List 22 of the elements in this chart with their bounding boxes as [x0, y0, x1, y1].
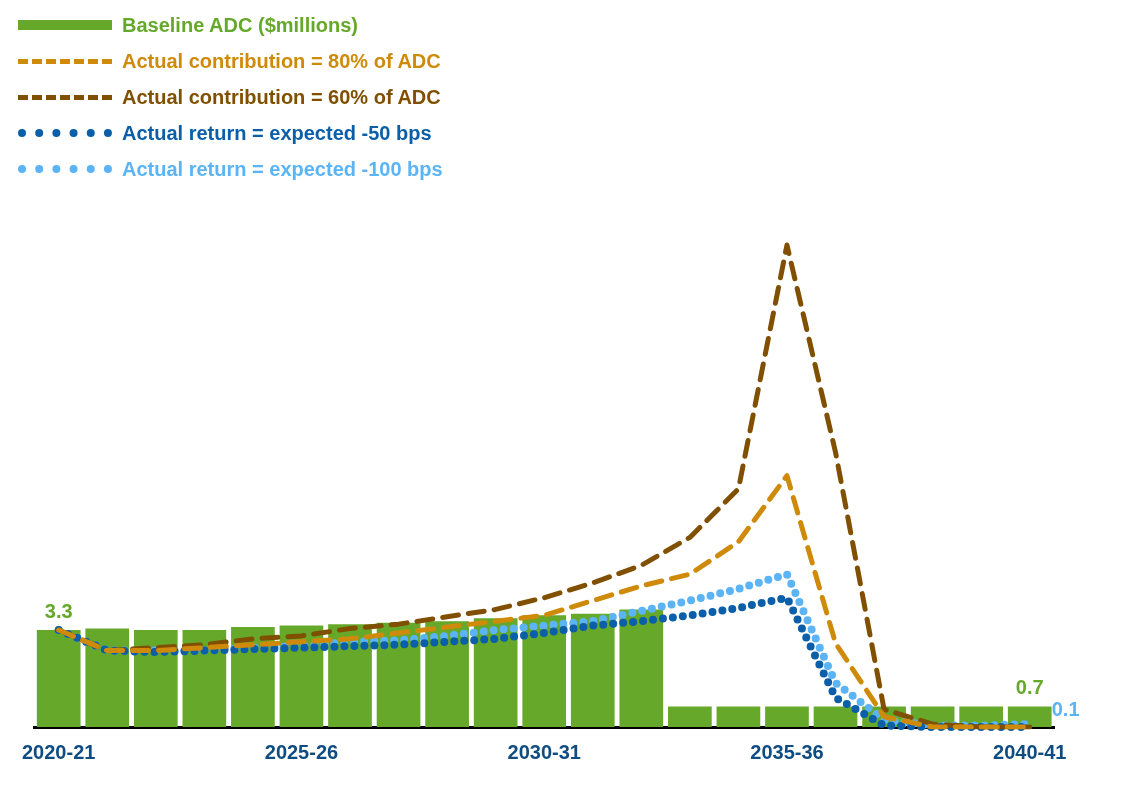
bar — [716, 706, 761, 727]
bar — [570, 613, 615, 727]
legend-label: Baseline ADC ($millions) — [122, 13, 358, 37]
bar — [813, 706, 858, 727]
x-tick-label: 2040-41 — [993, 740, 1067, 763]
x-tick-label: 2030-31 — [507, 740, 581, 763]
legend-label: Actual contribution = 60% of ADC — [122, 85, 441, 109]
bar — [765, 706, 809, 727]
bar — [36, 630, 81, 727]
bar — [668, 706, 712, 727]
bar — [619, 609, 664, 727]
legend-label: Actual contribution = 80% of ADC — [122, 49, 441, 73]
legend-label: Actual return = expected -50 bps — [122, 121, 432, 145]
x-tick-label: 2035-36 — [750, 740, 824, 763]
data-label: 0.7 — [1015, 675, 1044, 698]
bar — [133, 630, 178, 727]
x-tick-label: 2025-26 — [264, 740, 339, 763]
data-label: 3.3 — [44, 599, 73, 622]
x-tick-label: 2020-21 — [22, 740, 96, 763]
data-label: 0.1 — [1051, 697, 1080, 720]
bar — [85, 628, 130, 727]
legend-label: Actual return = expected -100 bps — [122, 157, 443, 181]
